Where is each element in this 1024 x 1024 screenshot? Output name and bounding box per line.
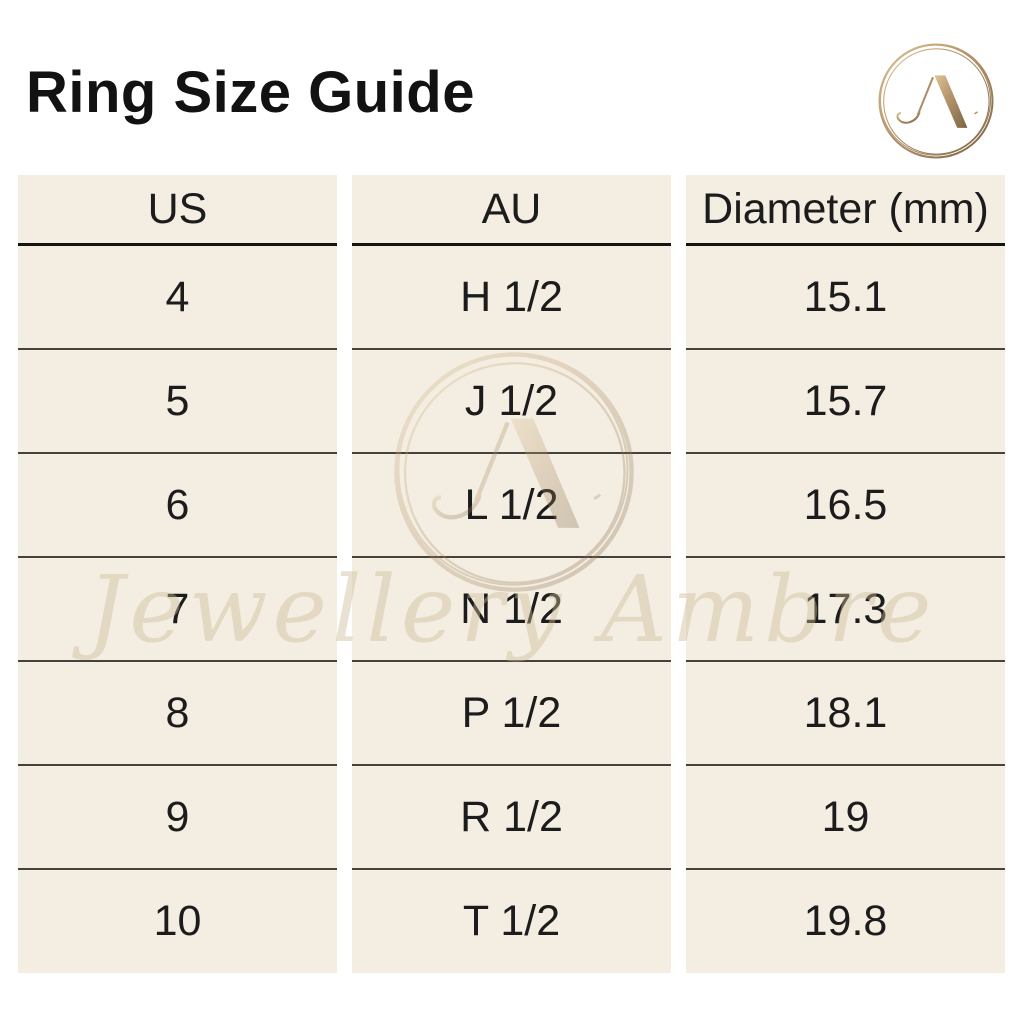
brand-logo [875,38,997,164]
table-cell-au-row-6: T 1/2 [352,870,671,973]
page-title: Ring Size Guide [26,60,475,125]
column-header-au: AU [352,175,671,246]
table-cell-au-row-0: H 1/2 [352,246,671,350]
table-cell-au-row-2: L 1/2 [352,454,671,558]
table-cell-us-row-0: 4 [18,246,337,350]
table-cell-diameter-row-0: 15.1 [686,246,1005,350]
table-cell-au-row-3: N 1/2 [352,558,671,662]
table-cell-diameter-row-1: 15.7 [686,350,1005,454]
table-cell-diameter-row-4: 18.1 [686,662,1005,766]
table-cell-us-row-2: 6 [18,454,337,558]
column-header-diameter: Diameter (mm) [686,175,1005,246]
table-cell-diameter-row-3: 17.3 [686,558,1005,662]
table-column-diameter: Diameter (mm) 15.1 15.7 16.5 17.3 18.1 19 19.8 [686,175,1005,974]
column-header-us: US [18,175,337,246]
ring-size-table: US 4 5 6 7 8 9 10 AU H 1/2 J 1/2 L 1/2 N 1/2 P 1/2 R 1… [18,175,1005,974]
table-cell-diameter-row-2: 16.5 [686,454,1005,558]
table-cell-us-row-6: 10 [18,870,337,973]
table-column-au: AU H 1/2 J 1/2 L 1/2 N 1/2 P 1/2 R 1/2 T 1/2 [352,175,671,974]
table-cell-au-row-5: R 1/2 [352,766,671,870]
table-cell-au-row-1: J 1/2 [352,350,671,454]
table-cell-us-row-3: 7 [18,558,337,662]
table-cell-diameter-row-6: 19.8 [686,870,1005,973]
table-cell-us-row-4: 8 [18,662,337,766]
table-cell-us-row-5: 9 [18,766,337,870]
table-cell-diameter-row-5: 19 [686,766,1005,870]
table-cell-au-row-4: P 1/2 [352,662,671,766]
table-column-us: US 4 5 6 7 8 9 10 [18,175,337,974]
ja-monogram-circle-icon [875,38,997,164]
table-cell-us-row-1: 5 [18,350,337,454]
